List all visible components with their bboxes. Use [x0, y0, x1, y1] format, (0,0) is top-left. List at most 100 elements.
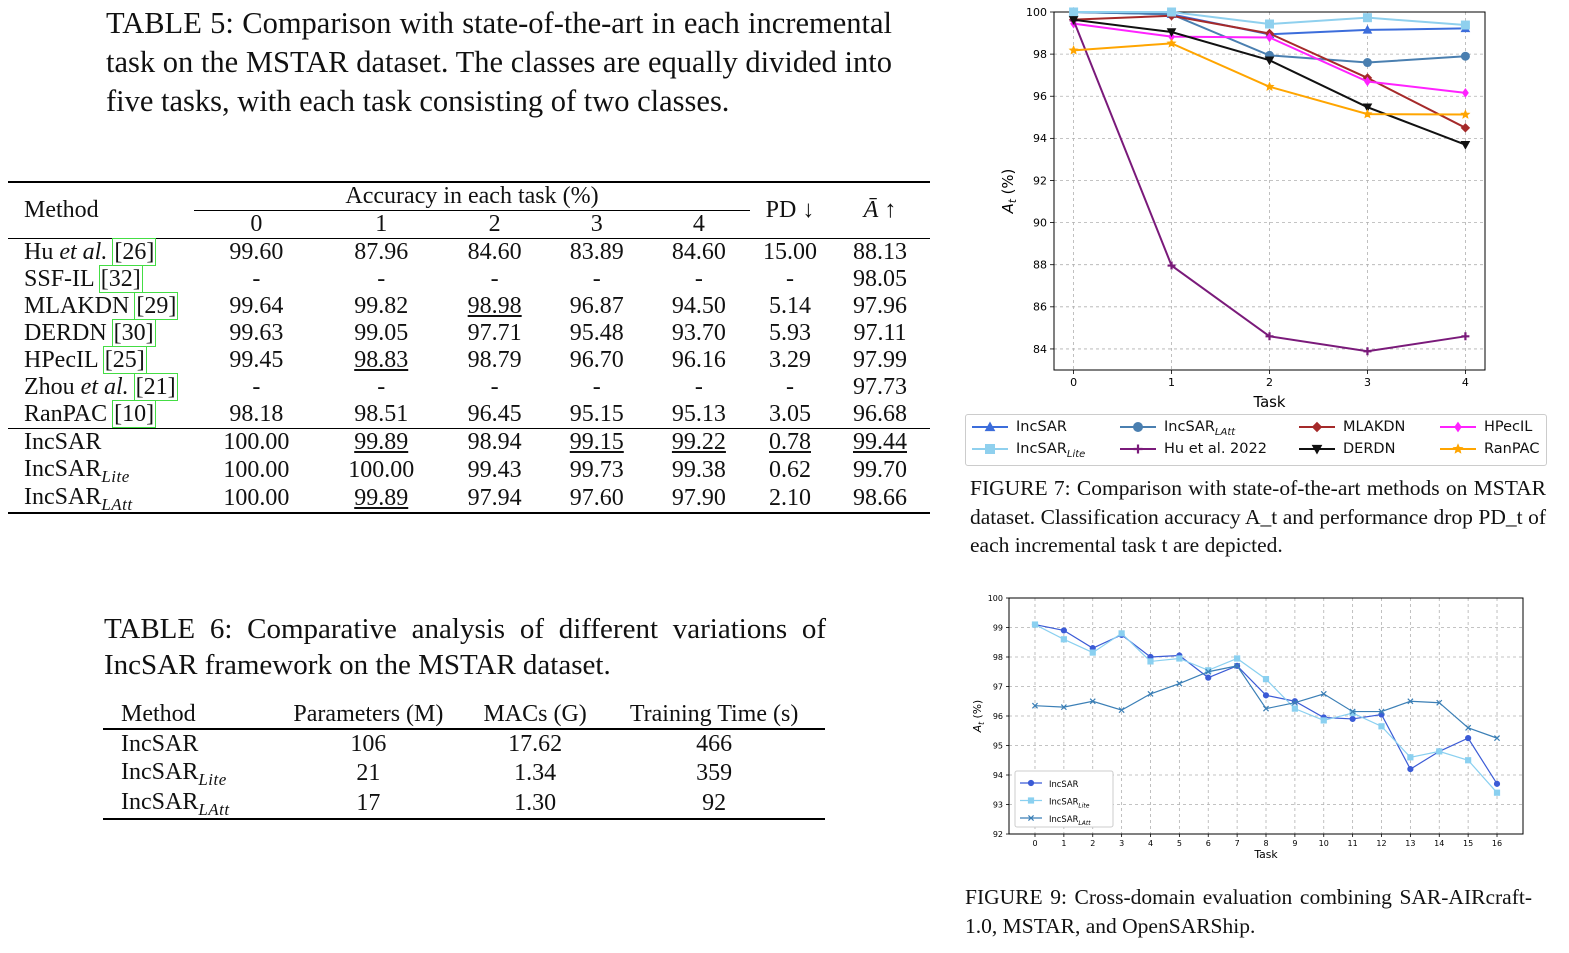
- table-cell: 98.98: [467, 293, 522, 319]
- data-point: [1068, 45, 1079, 55]
- citation-link[interactable]: [30]: [111, 319, 156, 347]
- table-cell: 97.99: [853, 347, 907, 373]
- legend-item: IncSARLAtt: [1120, 419, 1236, 438]
- legend-marker: [985, 444, 995, 454]
- data-point: [1349, 715, 1356, 723]
- table-row: DERDN [30] 99.63 99.05 97.71 95.48 93.70 5.93 9…: [8, 319, 930, 347]
- table-cell: 94.50: [671, 293, 726, 319]
- table-cell: 97.73: [853, 374, 907, 400]
- table-cell: 96.87: [569, 293, 624, 319]
- table-cell: 100.00: [348, 456, 415, 483]
- x-tick-label: 1: [1168, 376, 1175, 389]
- citation-link[interactable]: [21]: [133, 373, 178, 401]
- legend-text: MLAKDN: [1343, 419, 1406, 435]
- legend-label: HPecIL: [1484, 419, 1532, 435]
- method-name: DERDN [30]: [8, 319, 194, 347]
- table-cell: 106: [350, 731, 387, 757]
- table6-header-params: Parameters (M): [269, 700, 468, 730]
- table-row: MLAKDN [29] 99.64 99.82 98.98 96.87 94.50 5.14…: [8, 292, 930, 320]
- legend-item: RanPAC: [1440, 441, 1539, 457]
- data-point: [1493, 780, 1501, 787]
- legend-marker: [1133, 444, 1143, 454]
- data-point: [1407, 766, 1414, 773]
- method-name: SSF-IL [32]: [8, 265, 194, 293]
- legend-subscript: Lite: [1066, 449, 1086, 460]
- y-axis-label: At (%): [999, 169, 1019, 215]
- data-point: [1205, 667, 1212, 674]
- figure7-caption: FIGURE 7: Comparison with state-of-the-a…: [970, 476, 1546, 557]
- method-label: IncSAR: [24, 429, 102, 455]
- figure7-legend: IncSAR IncSARLAtt MLAKDN HPecIL IncSARLite Hu…: [965, 414, 1547, 466]
- table-cell: -: [490, 266, 499, 292]
- data-point: [1265, 19, 1274, 29]
- table5-ours-rows: IncSAR 100.00 99.89 98.94 99.15 99.22 0.78 99.4…: [8, 428, 930, 514]
- table-cell: 15.00: [763, 239, 817, 265]
- method-etal: et al.: [59, 239, 108, 265]
- citation-link[interactable]: [32]: [98, 265, 143, 293]
- x-tick-label: 13: [1405, 839, 1415, 848]
- data-point: [1176, 680, 1183, 687]
- legend-label: IncSARLite: [1016, 441, 1086, 460]
- method-label: IncSAR: [24, 456, 102, 482]
- data-point: [1262, 705, 1270, 712]
- table6-rows: IncSAR 106 17.62 466 IncSARLite 21 1.34 359 IncS…: [103, 729, 825, 820]
- data-point: [1167, 261, 1176, 270]
- y-tick-label: 95: [993, 741, 1003, 750]
- citation-link[interactable]: [25]: [102, 346, 147, 374]
- x-tick-label: 4: [1462, 376, 1469, 389]
- table-cell: 87.96: [354, 239, 409, 265]
- table-cell: 95.48: [569, 320, 624, 346]
- table5-task-col: 1: [318, 210, 444, 239]
- y-tick-label: 93: [993, 800, 1003, 809]
- data-point: [1362, 108, 1373, 119]
- legend-label: Hu et al. 2022: [1164, 441, 1267, 457]
- citation-link[interactable]: [26]: [112, 238, 157, 266]
- table-cell: -: [377, 266, 386, 292]
- data-point: [1493, 789, 1501, 796]
- method-label: IncSAR: [121, 731, 199, 757]
- table-cell: -: [786, 374, 794, 400]
- x-tick-label: 9: [1292, 839, 1297, 848]
- data-point: [1089, 649, 1096, 656]
- y-tick-label: 90: [1033, 216, 1047, 229]
- data-point: [1460, 109, 1471, 119]
- series-incsar-lite: [1031, 621, 1501, 796]
- table-cell: 98.83: [354, 347, 409, 373]
- table5-task-col: 4: [647, 210, 750, 239]
- method-label: Hu: [24, 239, 54, 265]
- data-point: [1320, 717, 1327, 724]
- table-cell: 17: [269, 788, 468, 820]
- citation-link[interactable]: [29]: [134, 292, 179, 320]
- table-cell: 99.45: [229, 347, 284, 373]
- data-point: [1460, 123, 1471, 133]
- y-tick-label: 92: [1033, 174, 1047, 187]
- table-cell: 88.13: [853, 239, 907, 265]
- table-cell: 99.15: [545, 428, 648, 456]
- data-point: [1320, 690, 1327, 697]
- legend-marker: [1027, 779, 1035, 787]
- data-point: [1291, 699, 1298, 706]
- table-cell: 97.90: [647, 484, 750, 514]
- data-point: [1461, 332, 1470, 341]
- data-point: [1349, 708, 1356, 715]
- legend-subscript: LAtt: [1214, 427, 1236, 438]
- legend-item: DERDN: [1299, 441, 1395, 457]
- data-point: [1362, 58, 1372, 68]
- y-tick-label: 84: [1033, 343, 1047, 356]
- legend-marker: [1452, 443, 1464, 454]
- data-point: [1205, 674, 1212, 681]
- legend-swatch: [1120, 422, 1156, 432]
- table-cell: 1.30: [467, 788, 604, 820]
- legend-swatch: [972, 421, 1008, 432]
- citation-link[interactable]: [10]: [112, 400, 157, 428]
- x-tick-label: 16: [1492, 839, 1502, 848]
- table-row: Zhou et al. [21] - - - - - - 97.73: [8, 373, 930, 401]
- method-subscript: LAtt: [198, 800, 230, 819]
- legend-label: IncSAR: [1049, 779, 1079, 789]
- table-cell: -: [592, 374, 601, 400]
- table-row: IncSAR 100.00 99.89 98.94 99.15 99.22 0.78 99.4…: [8, 428, 930, 456]
- method-name: IncSARLite: [103, 758, 270, 789]
- data-point: [1363, 347, 1372, 356]
- method-name: MLAKDN [29]: [8, 292, 194, 320]
- table-cell: 99.73: [569, 456, 624, 483]
